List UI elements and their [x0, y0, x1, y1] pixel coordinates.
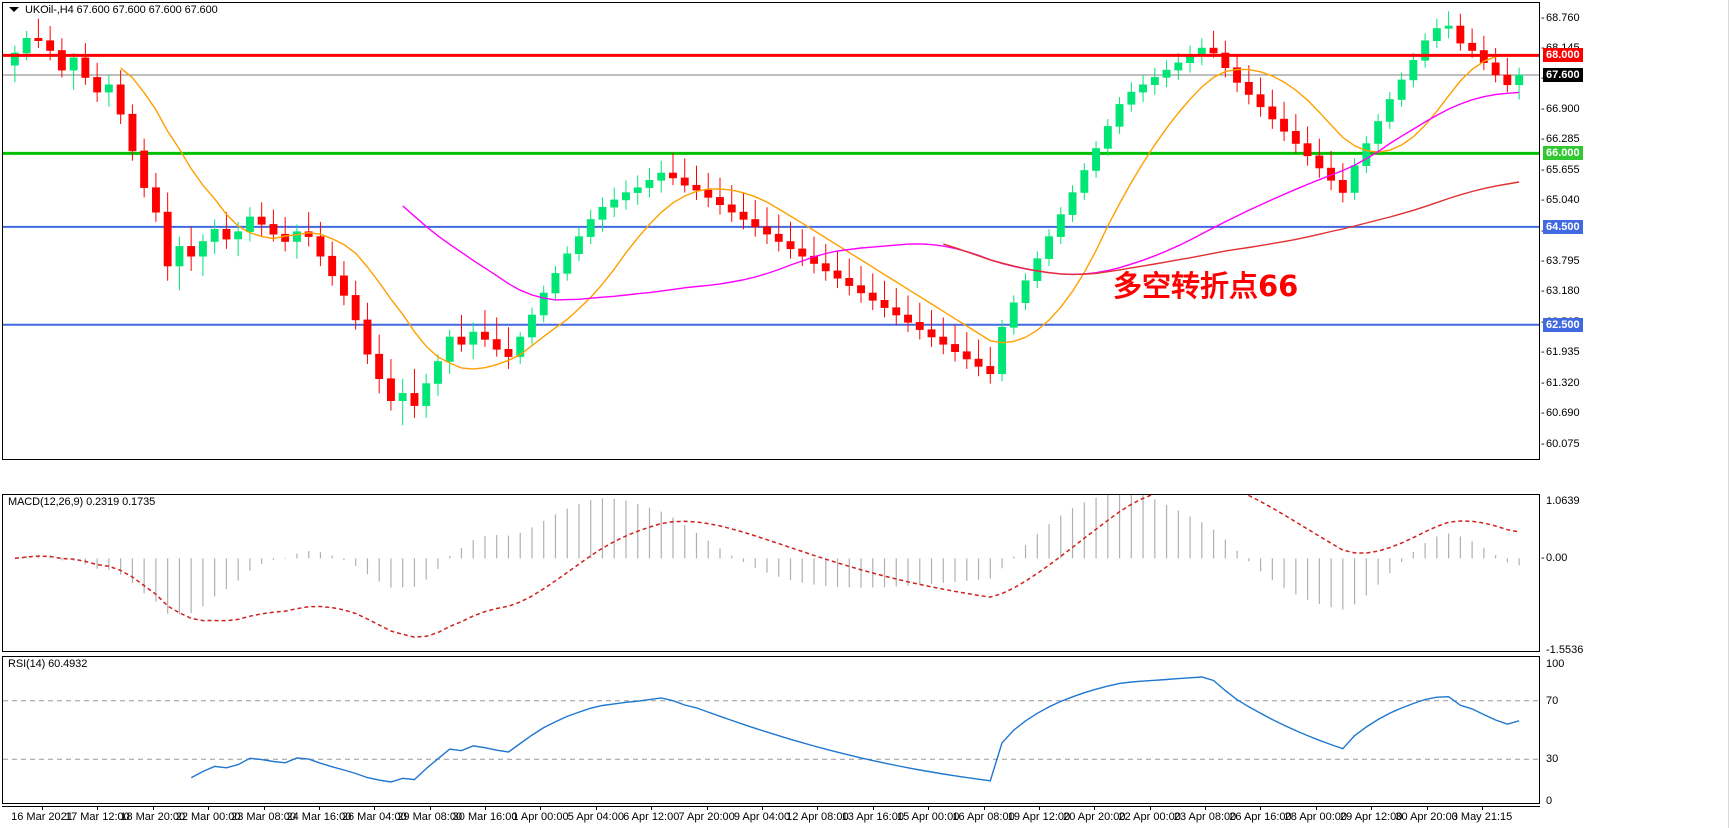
time-axis-tick: 28 Apr 00:00	[1284, 811, 1348, 823]
rsi-axis-tick: 0	[1546, 795, 1553, 807]
price-axis-tick: -63.795	[1541, 255, 1580, 268]
time-tick-mark	[1094, 807, 1096, 810]
price-axis-tick: -66.900	[1541, 103, 1580, 116]
time-axis-tick: 6 Apr 12:00	[623, 811, 680, 823]
price-level-badge[interactable]: 68.000	[1543, 48, 1583, 63]
rsi-panel[interactable]: RSI(14) 60.4932	[2, 656, 1540, 804]
time-tick-mark	[983, 807, 985, 810]
time-axis-tick: 19 Apr 12:00	[1007, 811, 1071, 823]
price-level-badge[interactable]: 62.500	[1543, 317, 1583, 332]
time-axis-tick: 16 Mar 2021	[11, 811, 73, 823]
time-tick-mark	[1315, 807, 1317, 810]
macd-axis-tick: 1.0639	[1546, 495, 1580, 507]
price-axis-tick: -60.690	[1541, 407, 1580, 420]
time-axis-tick: 22 Mar 00:00	[175, 811, 241, 823]
price-axis-tick: -61.935	[1541, 346, 1580, 359]
price-axis-tick: -60.075	[1541, 437, 1580, 450]
time-axis-tick: 29 Apr 12:00	[1340, 811, 1403, 823]
time-axis-tick: 18 Mar 20:00	[120, 811, 186, 823]
time-axis-tick: 9 Apr 04:00	[733, 811, 791, 823]
time-tick-mark	[540, 807, 542, 810]
price-panel-label: UKOil-,H4 67.600 67.600 67.600 67.600	[25, 4, 218, 16]
time-tick-mark	[817, 807, 819, 810]
time-tick-mark	[706, 807, 708, 810]
value-axis[interactable]: -68.760-68.145-67.530-66.900-66.285-65.6…	[1541, 0, 1728, 828]
time-tick-mark	[1371, 807, 1373, 810]
time-axis-tick: 24 Mar 16:00	[286, 811, 352, 823]
time-tick-mark	[152, 807, 154, 810]
price-axis-tick: -63.180	[1541, 285, 1580, 298]
time-tick-mark	[762, 807, 763, 810]
price-axis-tick: -66.285	[1541, 133, 1580, 146]
rsi-panel-label: RSI(14) 60.4932	[8, 658, 88, 670]
time-tick-mark	[429, 807, 431, 810]
time-tick-mark	[1149, 807, 1151, 810]
price-axis-tick: -68.760	[1541, 12, 1580, 25]
time-tick-mark	[928, 807, 930, 810]
time-axis-tick: 16 Apr 08:00	[952, 811, 1015, 823]
time-tick-mark	[263, 807, 265, 810]
time-axis-tick: 5 Apr 04:00	[567, 811, 624, 823]
macd-axis-tick: -1.5536	[1546, 644, 1584, 656]
chart-annotation-text: 多空转折点66	[1113, 269, 1299, 303]
time-axis[interactable]: 16 Mar 2021 17 Mar 12:00 18 Mar 20:00 22 Ma…	[2, 806, 1540, 828]
macd-panel-label: MACD(12,26,9) 0.2319 0.1735	[8, 496, 156, 508]
time-tick-mark	[1038, 807, 1040, 810]
price-axis-tick: -61.320	[1541, 376, 1580, 389]
time-tick-mark	[208, 807, 210, 810]
time-tick-mark	[1426, 807, 1428, 810]
time-axis-tick: 7 Apr 20:00	[678, 811, 735, 823]
time-axis-tick: 13 Apr 16:00	[841, 811, 904, 823]
time-axis-tick: 3 May 21:15	[1451, 811, 1513, 823]
time-axis-tick: 26 Mar 04:00	[341, 811, 407, 823]
price-level-badge[interactable]: 66.000	[1543, 146, 1583, 161]
time-axis-tick: 17 Mar 12:00	[64, 811, 130, 823]
time-axis-tick: 22 Apr 00:00	[1118, 811, 1181, 823]
time-tick-mark	[1482, 807, 1483, 810]
time-axis-tick: 23 Mar 08:00	[231, 811, 296, 823]
time-axis-tick: 30 Apr 20:00	[1395, 811, 1458, 823]
macd-axis-tick: -0.00	[1541, 552, 1568, 565]
price-level-badge[interactable]: 67.600	[1543, 68, 1583, 82]
time-axis-tick: 30 Mar 16:00	[452, 811, 518, 823]
price-axis-tick: -65.655	[1541, 164, 1580, 177]
time-axis-tick: 26 Apr 16:00	[1229, 811, 1292, 823]
time-tick-mark	[374, 807, 376, 810]
time-tick-mark	[1205, 807, 1207, 810]
time-tick-mark	[485, 807, 487, 810]
time-axis-tick: 1 Apr 00:00	[512, 811, 569, 823]
time-tick-mark	[97, 807, 99, 810]
macd-panel[interactable]: MACD(12,26,9) 0.2319 0.1735	[2, 494, 1540, 652]
time-axis-tick: 12 Apr 08:00	[786, 811, 849, 823]
time-tick-mark	[595, 807, 597, 810]
time-axis-tick: 29 Mar 08:00	[397, 811, 463, 823]
time-axis-tick: 20 Apr 20:00	[1063, 811, 1126, 823]
time-tick-mark	[42, 807, 43, 810]
time-tick-mark	[872, 807, 874, 810]
rsi-axis-tick: 70	[1546, 694, 1559, 707]
time-axis-tick: 15 Apr 00:00	[896, 811, 960, 823]
price-panel[interactable]: UKOil-,H4 67.600 67.600 67.600 67.600 多空…	[2, 2, 1540, 460]
time-tick-mark	[651, 807, 653, 810]
triangle-down-icon[interactable]	[9, 7, 19, 12]
time-tick-mark	[1260, 807, 1262, 810]
price-axis-tick: -65.040	[1541, 194, 1580, 207]
time-tick-mark	[318, 807, 320, 810]
rsi-axis-tick: 30	[1546, 753, 1559, 766]
price-level-badge[interactable]: 64.500	[1543, 219, 1583, 234]
rsi-axis-tick: 100	[1546, 658, 1565, 670]
time-axis-tick: 23 Apr 08:00	[1173, 811, 1237, 823]
